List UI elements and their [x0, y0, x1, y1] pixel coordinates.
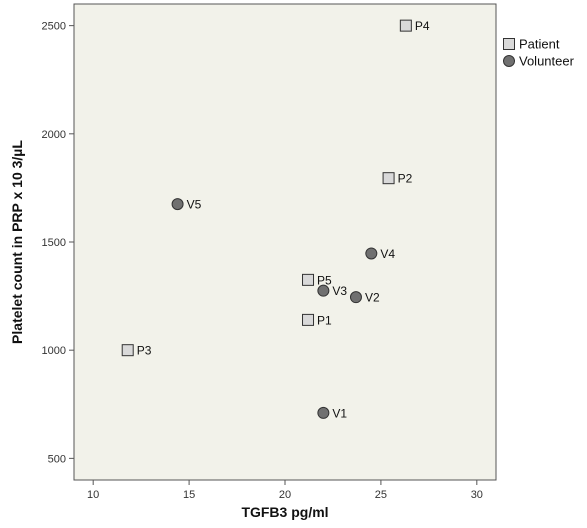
y-tick-label: 2500	[42, 21, 66, 33]
data-point-v1	[317, 406, 330, 419]
x-tick-label: 20	[279, 489, 291, 501]
legend: Patient Volunteer	[503, 37, 575, 69]
point-label-p3: P3	[137, 344, 152, 358]
legend-label-patient: Patient	[519, 37, 560, 52]
legend-marker-volunteer	[503, 55, 515, 67]
point-label-p1: P1	[317, 313, 332, 327]
data-point-p2	[382, 172, 395, 185]
x-tick-label: 15	[183, 489, 195, 501]
x-tick-label: 30	[471, 489, 483, 501]
legend-marker-patient	[503, 38, 515, 50]
point-label-v2: V2	[365, 291, 380, 305]
point-label-p5: P5	[317, 273, 332, 287]
points-group: P1 P2 P3 P4 P5 V1 V2 V3 V4 V5	[121, 19, 430, 420]
legend-label-volunteer: Volunteer	[519, 54, 575, 69]
x-axis-title: TGFB3 pg/ml	[241, 504, 328, 520]
x-tick-label: 25	[375, 489, 387, 501]
y-tick-label: 500	[48, 453, 66, 465]
y-tick-label: 2000	[42, 129, 66, 141]
data-point-p4	[399, 19, 412, 32]
plot-area	[73, 3, 497, 481]
point-label-p2: P2	[398, 172, 413, 186]
data-point-v5	[171, 198, 184, 211]
data-point-p5	[302, 273, 315, 286]
data-point-v4	[365, 247, 378, 260]
plot-area-group	[73, 3, 497, 481]
point-label-v1: V1	[332, 406, 347, 420]
data-point-p3	[121, 344, 134, 357]
data-point-p1	[302, 313, 315, 326]
y-axis-title: Platelet count in PRP x 10 3/µL	[9, 140, 25, 344]
axes-group: 10 15 20 25 30 500 1000 1500 2000 2500	[42, 21, 483, 501]
y-tick-label: 1500	[42, 237, 66, 249]
point-label-v5: V5	[187, 198, 202, 212]
data-point-v3	[317, 284, 330, 297]
point-label-v4: V4	[380, 247, 395, 261]
data-point-v2	[349, 291, 362, 304]
x-tick-label: 10	[87, 489, 99, 501]
point-label-v3: V3	[332, 284, 347, 298]
y-tick-label: 1000	[42, 345, 66, 357]
point-label-p4: P4	[415, 19, 430, 33]
